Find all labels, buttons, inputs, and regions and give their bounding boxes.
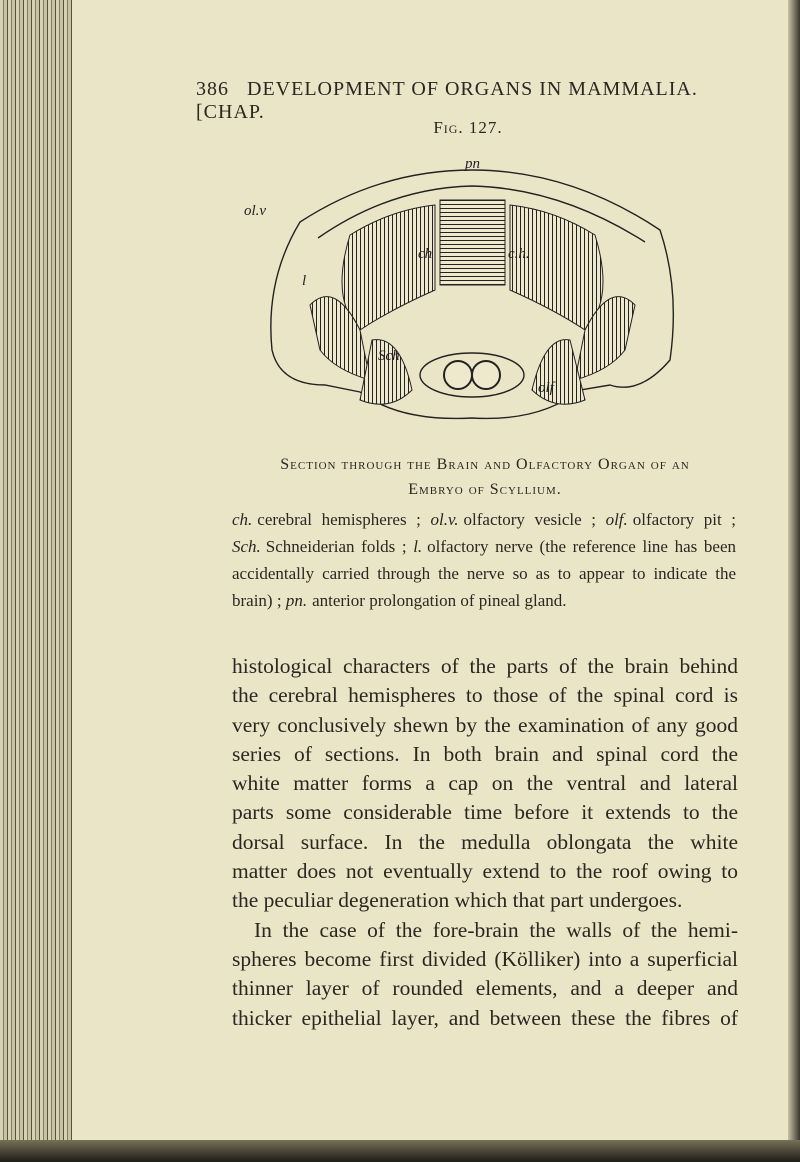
figure-label-ch: c.h. — [508, 246, 530, 262]
body-text: histological characters of the parts of … — [232, 652, 738, 1033]
figure-label-ch: ch — [418, 246, 432, 262]
text-line: thicker epithelial layer, and between th… — [232, 1005, 738, 1030]
text-line: In the case of the fore-brain the walls … — [254, 917, 738, 942]
legend-desc: olfactory pit ; — [632, 510, 736, 529]
legend-abbr: l. — [413, 537, 423, 556]
figure-label-sch: Sch — [378, 348, 400, 364]
figure: pn ol.v l ch c.h. Sch olf — [244, 160, 675, 420]
page-stack — [0, 0, 72, 1162]
legend-desc: Schneiderian folds ; — [265, 537, 407, 556]
figure-label-l: l — [302, 273, 306, 289]
text-line: series of sections. In both brain and sp… — [232, 741, 738, 766]
text-line: white matter forms a cap on the ventral … — [232, 771, 738, 796]
running-header: 386 DEVELOPMENT OF ORGANS IN MAMMALIA. [… — [196, 78, 756, 124]
text-line: dorsal surface. In the medulla oblongata… — [232, 829, 738, 854]
text-line: spheres become first divided (Kölliker) … — [232, 946, 738, 971]
legend-abbr: pn. — [285, 591, 308, 610]
bottom-edge — [0, 1140, 800, 1162]
legend-abbr: olf. — [605, 510, 628, 529]
legend-abbr: ch. — [232, 510, 253, 529]
text-line: histological characters of the parts of … — [232, 654, 738, 678]
text-line: matter does not eventually extend to the… — [232, 859, 738, 884]
legend-desc: olfactory nerve (the reference line has … — [232, 537, 737, 610]
legend-abbr: ol.v. — [430, 510, 459, 529]
header-title: DEVELOPMENT OF ORGANS IN MAMMALIA. — [247, 78, 698, 100]
text-line: the peculiar degeneration which that par… — [232, 888, 683, 913]
figure-legend: ch. cerebral hemispheres ; ol.v. olfactory… — [232, 506, 736, 614]
text-line: the cerebral hemispheres to those of the… — [232, 683, 738, 708]
figure-caption: Section through the Brain and Olfactory … — [280, 456, 690, 473]
legend-desc: anterior prolongation of pineal gland. — [312, 591, 567, 610]
figure-label: Fig. 127. — [433, 118, 503, 137]
legend-abbr: Sch. — [232, 537, 261, 556]
text-line: parts some considerable time before it e… — [232, 800, 738, 825]
right-edge — [788, 0, 800, 1162]
figure-label-olv: ol.v — [244, 203, 266, 219]
legend-desc: olfactory vesicle ; — [463, 510, 596, 529]
figure-caption: Embryo of Scyllium. — [408, 481, 562, 498]
text-line: very conclusively shewn by the examinati… — [232, 712, 738, 737]
chapter: [CHAP. — [196, 101, 265, 123]
text-line: thinner layer of rounded elements, and a… — [232, 976, 738, 1001]
figure-label-pn: pn — [464, 160, 480, 172]
page-number: 386 — [196, 78, 229, 100]
legend-desc: cerebral hemispheres ; — [257, 510, 421, 529]
figure-label-olf: olf — [538, 380, 556, 396]
